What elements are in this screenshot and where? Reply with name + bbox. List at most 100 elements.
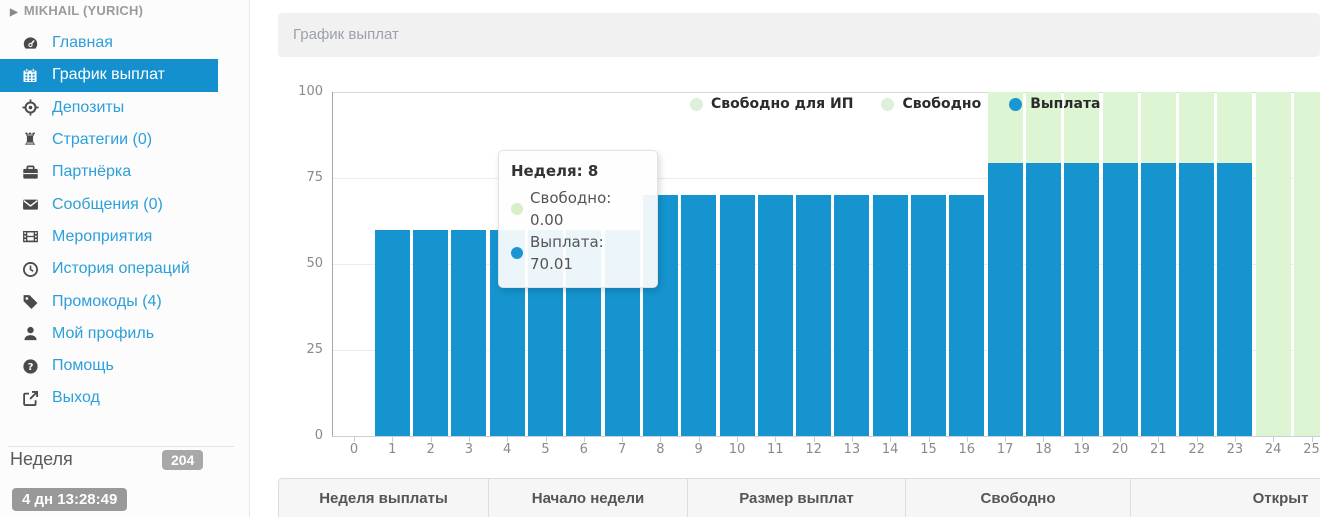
bar-vyplata-week-2[interactable]: [413, 229, 449, 436]
x-axis-tick: [1120, 436, 1121, 442]
svg-text:?: ?: [27, 362, 33, 373]
sidebar-item-payout-schedule[interactable]: График выплат: [0, 59, 218, 92]
column-header-free: Свободно: [906, 478, 1131, 517]
payout-table-header: Неделя выплаты Начало недели Размер выпл…: [278, 478, 1320, 517]
legend-item-payout[interactable]: Выплата: [1009, 96, 1101, 112]
user-menu-toggle[interactable]: ▶ MIKHAIL (YURICH): [10, 3, 143, 18]
bar-vyplata-week-3[interactable]: [451, 229, 487, 436]
x-axis-tick: [890, 436, 892, 442]
x-axis-tick: [928, 436, 930, 442]
countdown-timer-badge: 4 дн 13:28:49: [12, 488, 128, 511]
bar-svobodno-week-25[interactable]: [1294, 92, 1320, 436]
question-icon: ?: [20, 358, 40, 375]
week-label: Неделя: [10, 449, 73, 469]
x-axis-tick-label: 15: [920, 442, 937, 457]
legend-item-free-for-ip[interactable]: Свободно для ИП: [690, 96, 853, 112]
sidebar-item-label: Главная: [52, 34, 113, 52]
bar-vyplata-week-16[interactable]: [949, 195, 985, 436]
bar-vyplata-week-11[interactable]: [757, 195, 793, 436]
sidebar-item-label: Помощь: [52, 357, 114, 375]
sidebar-item-messages[interactable]: Сообщения (0): [0, 188, 250, 220]
x-axis-tick: [1158, 436, 1160, 442]
bar-vyplata-week-18[interactable]: [1025, 162, 1061, 436]
caret-right-icon: ▶: [10, 7, 18, 18]
bar-vyplata-week-20[interactable]: [1102, 162, 1138, 436]
sidebar-item-label: Мой профиль: [52, 324, 155, 342]
bar-svobodno-week-19[interactable]: [1064, 92, 1100, 163]
week-counter-row: Неделя 204: [10, 449, 240, 470]
x-axis-tick-label: 18: [1035, 442, 1052, 457]
sidebar-item-affiliate[interactable]: Партнёрка: [0, 156, 250, 188]
bar-vyplata-week-15[interactable]: [911, 195, 946, 436]
sidebar-item-label: Промокоды (4): [52, 292, 162, 310]
x-axis-tick: [1005, 436, 1007, 442]
x-axis-tick: [392, 436, 394, 442]
x-axis-tick: [622, 436, 624, 442]
bar-svobodno-week-23[interactable]: [1217, 92, 1253, 163]
sidebar-item-deposits[interactable]: Депозиты: [0, 92, 250, 124]
sign-out-icon: [20, 390, 40, 407]
sidebar-item-label: Мероприятия: [52, 227, 153, 245]
payout-chart-plot: 0 25 50 75 100 0 1 2 3 4 5 6 7 8 9 10 11 12 13 14 15 16 17 18 19…: [298, 84, 1320, 457]
sidebar-item-profile[interactable]: Мой профиль: [0, 318, 250, 350]
x-axis-tick-label: 7: [617, 442, 627, 457]
bar-vyplata-week-9[interactable]: [681, 195, 717, 436]
x-axis-tick-label: 24: [1264, 442, 1282, 457]
briefcase-icon: [20, 164, 40, 181]
tag-icon: [20, 293, 40, 310]
bar-svobodno-week-18[interactable]: [1025, 92, 1061, 163]
x-axis-tick-label: 14: [881, 442, 899, 457]
bar-svobodno-week-21[interactable]: [1140, 92, 1176, 163]
bar-vyplata-week-21[interactable]: [1140, 162, 1176, 436]
user-icon: [20, 325, 40, 342]
bar-vyplata-week-1[interactable]: [374, 229, 410, 436]
bar-vyplata-week-10[interactable]: [719, 195, 755, 436]
x-axis-tick: [468, 436, 470, 442]
bar-svobodno-week-20[interactable]: [1102, 92, 1138, 163]
week-number-badge: 204: [162, 450, 204, 470]
tooltip-title: Неделя: 8: [511, 162, 599, 180]
dashboard-icon: [20, 35, 40, 52]
x-axis-tick-label: 19: [1073, 442, 1090, 457]
bar-vyplata-week-13[interactable]: [834, 195, 870, 436]
x-axis-tick-label: 13: [843, 442, 861, 457]
bar-vyplata-week-14[interactable]: [872, 195, 908, 436]
bar-svobodno-week-22[interactable]: [1179, 92, 1215, 163]
legend-label: Выплата: [1030, 96, 1101, 112]
sidebar-item-help[interactable]: ? Помощь: [0, 350, 250, 382]
sidebar-item-label: Партнёрка: [52, 163, 132, 181]
bar-vyplata-week-23[interactable]: [1217, 162, 1253, 436]
x-axis-tick: [1234, 436, 1236, 442]
legend-item-free[interactable]: Свободно: [881, 96, 981, 112]
sidebar-item-strategies[interactable]: ♜ Стратегии (0): [0, 124, 250, 156]
chess-rook-icon: ♜: [22, 129, 38, 150]
bar-vyplata-week-12[interactable]: [796, 195, 832, 436]
page-title: График выплат: [278, 13, 1320, 57]
chart-tooltip: Неделя: 8 Свободно: 0.00 Выплата: 70.01: [498, 150, 658, 288]
bar-vyplata-week-17[interactable]: [987, 162, 1023, 436]
bar-svobodno-week-24[interactable]: [1255, 92, 1291, 436]
sidebar-item-home[interactable]: Главная: [0, 27, 250, 59]
sidebar-item-history[interactable]: История операций: [0, 253, 250, 285]
sidebar-item-promocodes[interactable]: Промокоды (4): [0, 285, 250, 317]
tooltip-dot-blue-icon: [511, 247, 523, 259]
sidebar-item-events[interactable]: Мероприятия: [0, 221, 250, 253]
x-axis-tick: [775, 436, 777, 442]
legend-dot-green-icon: [881, 97, 895, 111]
x-axis-tick: [698, 436, 700, 442]
sidebar-item-label: Сообщения (0): [52, 195, 163, 213]
x-axis-tick: [507, 436, 509, 442]
y-axis-tick-label: 0: [314, 428, 323, 443]
x-axis-tick-label: 0: [349, 442, 359, 457]
x-axis-tick-label: 5: [541, 442, 550, 457]
bar-vyplata-week-19[interactable]: [1064, 162, 1100, 436]
x-axis-tick: [966, 436, 968, 442]
x-axis-tick-label: 11: [767, 442, 784, 457]
sidebar-item-logout[interactable]: Выход: [0, 382, 250, 414]
legend-dot-blue-icon: [1009, 97, 1023, 111]
y-axis-tick-label: 75: [306, 170, 323, 185]
x-axis-tick: [1196, 436, 1198, 442]
bar-vyplata-week-22[interactable]: [1179, 162, 1215, 436]
column-header-payout-size: Размер выплат: [688, 478, 906, 517]
sidebar: ▶ MIKHAIL (YURICH) Главная График выплат …: [0, 0, 250, 517]
